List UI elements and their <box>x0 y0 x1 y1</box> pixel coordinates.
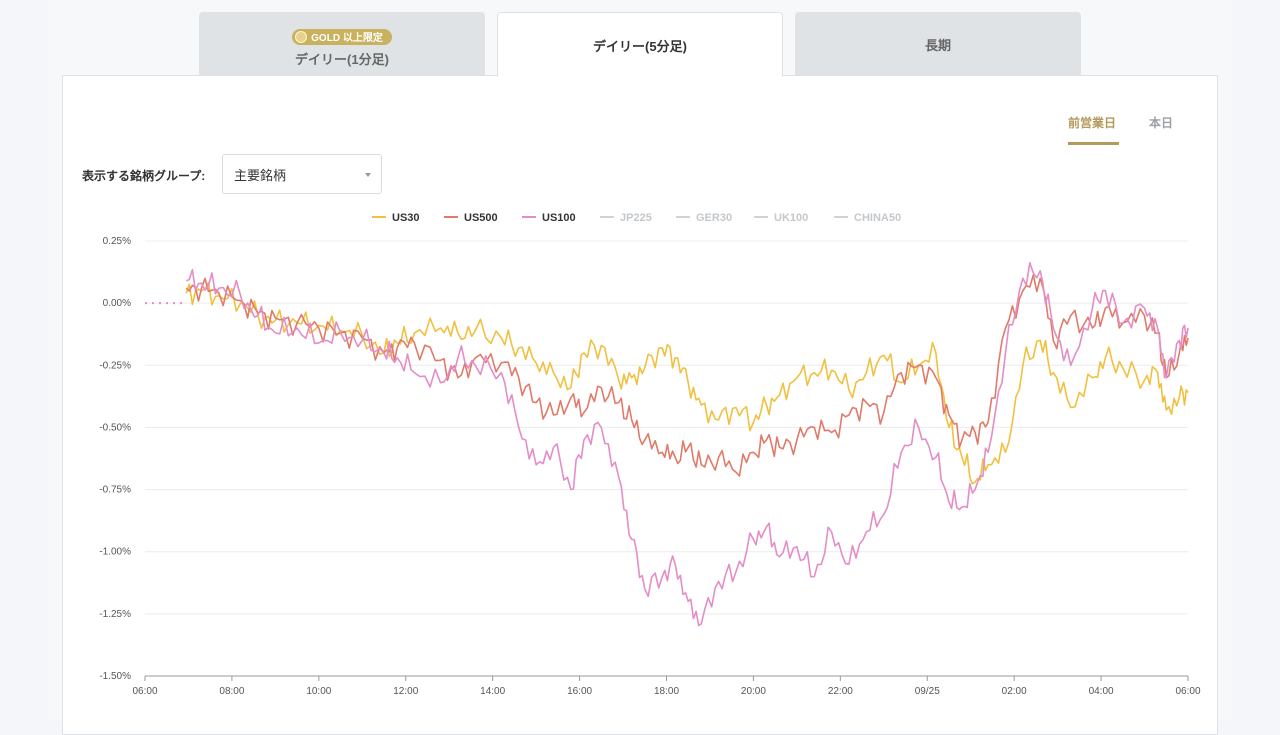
series-line-us30 <box>185 281 1189 485</box>
y-tick-label: -0.50% <box>99 422 131 433</box>
x-tick-label: 08:00 <box>219 686 244 697</box>
x-tick-label: 10:00 <box>306 686 331 697</box>
legend-item-uk100[interactable]: UK100 <box>774 212 808 224</box>
x-tick-label: 22:00 <box>828 686 853 697</box>
symbol-group-select[interactable]: 主要銘柄 <box>222 154 382 194</box>
y-tick-label: -1.50% <box>99 671 131 682</box>
gold-coin-icon <box>295 30 308 43</box>
tab-daily-5min-label: デイリー(5分足) <box>593 38 687 54</box>
symbol-group-value: 主要銘柄 <box>234 167 287 183</box>
y-tick-label: -0.75% <box>99 485 131 496</box>
x-tick-label: 06:00 <box>132 686 157 697</box>
line-chart: 0.25% 0.00% -0.25% -0.50% -0.75% -1.00% -1.25%… <box>99 212 1201 697</box>
legend-item-us100[interactable]: US100 <box>542 212 576 224</box>
gold-only-badge: GOLD 以上限定 <box>292 28 392 45</box>
y-tick-label: 0.25% <box>103 236 131 247</box>
x-tick-label: 12:00 <box>393 686 418 697</box>
x-tick-label: 18:00 <box>654 686 679 697</box>
x-tick-label: 04:00 <box>1089 686 1114 697</box>
selected-day-underline <box>1068 142 1119 145</box>
y-tick-label: -1.00% <box>99 547 131 558</box>
gold-badge-label: GOLD 以上限定 <box>311 33 383 44</box>
y-tick-label: 0.00% <box>103 298 131 309</box>
x-tick-label: 20:00 <box>741 686 766 697</box>
tab-long-term[interactable]: 長期 <box>795 12 1081 76</box>
legend-item-jp225[interactable]: JP225 <box>620 212 652 224</box>
x-tick-label: 16:00 <box>567 686 592 697</box>
tab-long-term-label: 長期 <box>924 37 951 53</box>
legend-item-china50[interactable]: CHINA50 <box>854 212 901 224</box>
x-tick-label: 02:00 <box>1002 686 1027 697</box>
legend-item-ger30[interactable]: GER30 <box>696 212 732 224</box>
tab-daily-5min[interactable]: デイリー(5分足) <box>497 12 783 77</box>
x-tick-label: 09/25 <box>915 686 940 697</box>
x-tick-label: 14:00 <box>480 686 505 697</box>
y-tick-label: -1.25% <box>99 609 131 620</box>
y-tick-label: -0.25% <box>99 360 131 371</box>
tab-daily-1min[interactable]: GOLD 以上限定 デイリー(1分足) <box>199 12 485 76</box>
previous-business-day-toggle[interactable]: 前営業日 <box>1068 116 1117 130</box>
series-line-us100 <box>185 262 1189 627</box>
tab-daily-1min-label: デイリー(1分足) <box>295 51 389 67</box>
symbol-group-label: 表示する銘柄グループ: <box>82 169 206 183</box>
x-tick-label: 06:00 <box>1175 686 1200 697</box>
legend-item-us500[interactable]: US500 <box>464 212 498 224</box>
today-toggle[interactable]: 本日 <box>1149 116 1174 130</box>
legend-item-us30[interactable]: US30 <box>392 212 420 224</box>
chevron-down-icon <box>365 173 371 177</box>
